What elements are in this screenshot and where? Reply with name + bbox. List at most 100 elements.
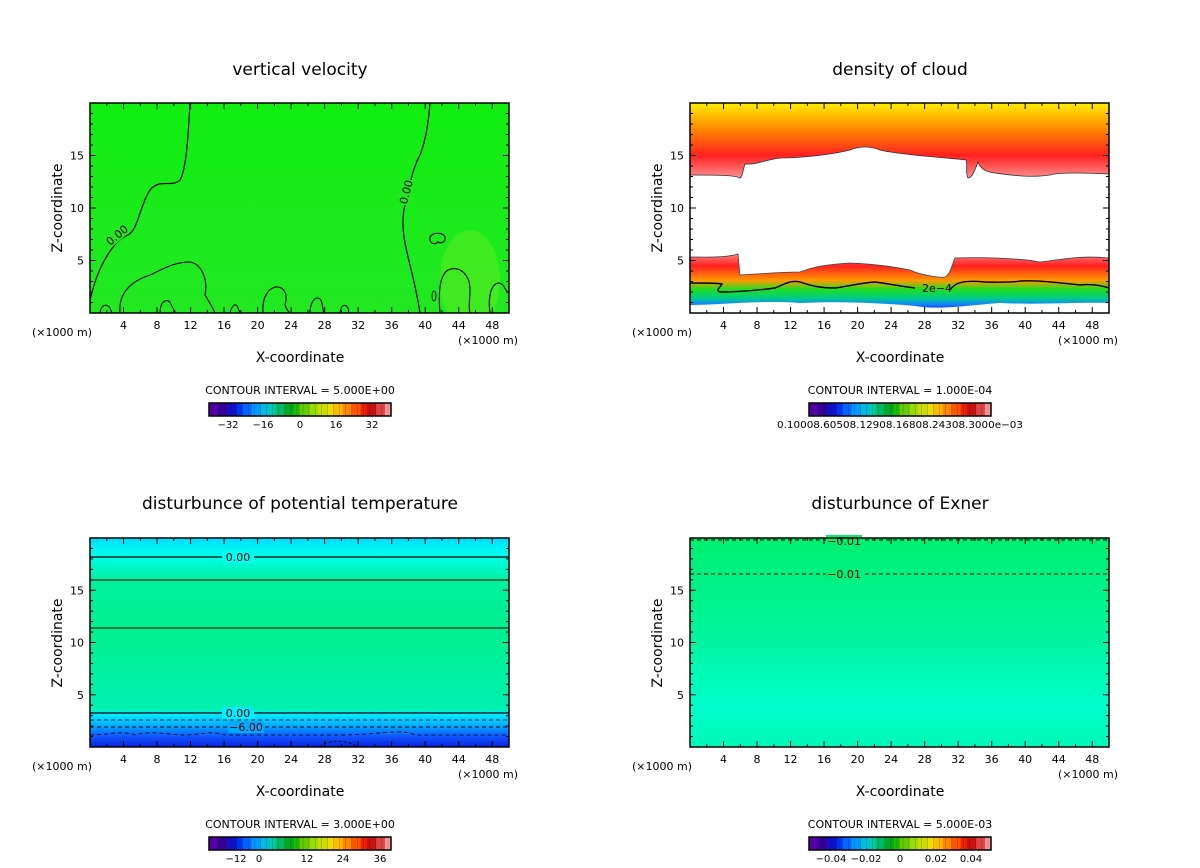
- contour-label-bg: [396, 177, 416, 207]
- x-tick-label: 40: [418, 319, 432, 332]
- x-tick-label: 4: [720, 319, 727, 332]
- colorbar-band: [824, 403, 828, 416]
- colorbar-band: [936, 837, 940, 850]
- colorbar-label: 24: [337, 854, 350, 865]
- x-tick-label: 44: [452, 319, 466, 332]
- y-tick-label: 15: [70, 584, 84, 597]
- colorbar-label: 16: [330, 420, 343, 431]
- panel-vertical-velocity: vertical velocity 0.00 0.00 4 8 12 16 20 24 28…: [32, 60, 518, 431]
- x-tick-label: 24: [884, 319, 898, 332]
- contour-line: [429, 232, 446, 245]
- colorbar-band: [912, 403, 916, 416]
- colorbar-band: [824, 837, 828, 850]
- colorbar-band: [842, 403, 846, 416]
- colorbar-band: [972, 837, 977, 850]
- colorbar-band: [857, 403, 861, 416]
- colorbar-label: 0: [256, 854, 262, 865]
- colorbar-band: [839, 837, 843, 850]
- chart-title: disturbunce of potential temperature: [142, 494, 458, 514]
- x-tick-label: 8: [754, 319, 761, 332]
- chart-title: density of cloud: [832, 60, 968, 80]
- contour-label: 2e−4: [922, 282, 952, 295]
- x-tick-label: 40: [1018, 753, 1032, 766]
- colorbar-label: −16: [252, 420, 273, 431]
- colorbar-label: 36: [374, 854, 387, 865]
- colorbar-band: [336, 403, 340, 416]
- colorbar-band: [863, 403, 867, 416]
- colorbar-band: [954, 837, 958, 850]
- colorbar-band: [842, 837, 846, 850]
- field-anomaly: [440, 230, 500, 313]
- chart-title: vertical velocity: [232, 60, 367, 80]
- colorbar-band: [948, 837, 952, 850]
- colorbar-band: [981, 837, 986, 850]
- colorbar-band: [918, 403, 922, 416]
- colorbar-band: [372, 403, 377, 416]
- colorbar-band: [924, 403, 928, 416]
- cloud-layer-upper: [690, 103, 1109, 178]
- colorbar: [808, 402, 992, 417]
- panel-exner: disturbunce of Exner −0.01 −0.01 4 8 12 16 2…: [632, 494, 1118, 865]
- colorbar-label: −0.04: [816, 854, 847, 865]
- cloud-layer-lower: [690, 254, 1109, 313]
- colorbar-band: [257, 403, 261, 416]
- colorbar-band: [324, 403, 328, 416]
- colorbar-band: [887, 403, 892, 416]
- colorbar-band: [351, 403, 355, 416]
- colorbar-band: [845, 403, 849, 416]
- colorbar-band: [987, 403, 992, 416]
- colorbar-band: [378, 403, 383, 416]
- colorbar-label: 12: [301, 854, 314, 865]
- contour-line-2e-4: [690, 280, 916, 293]
- colorbar-band: [360, 837, 364, 850]
- colorbar-band: [869, 403, 873, 416]
- colorbar-band: [218, 837, 222, 850]
- field-blank-bottom: [690, 302, 1109, 313]
- colorbar-band: [903, 837, 907, 850]
- colorbar-band: [927, 403, 931, 416]
- colorbar-band: [245, 837, 249, 850]
- colorbar-band: [906, 837, 910, 850]
- colorbar-band: [863, 837, 867, 850]
- colorbar-band: [860, 403, 864, 416]
- contour-line: [339, 304, 350, 313]
- colorbar-band: [893, 403, 898, 416]
- colorbar-band: [978, 837, 983, 850]
- colorbar-band: [821, 403, 825, 416]
- x-unit-left: (×1000 m): [32, 760, 92, 773]
- x-tick-label: 32: [351, 319, 365, 332]
- colorbar-band: [369, 837, 374, 850]
- colorbar-band: [818, 837, 822, 850]
- colorbar-band: [233, 403, 237, 416]
- colorbar-band: [306, 837, 310, 850]
- x-unit-right: (×1000 m): [1058, 334, 1118, 347]
- colorbar-band: [321, 837, 325, 850]
- contour-label: −6.00: [229, 721, 263, 734]
- x-tick-label: 24: [284, 319, 298, 332]
- contour-label-bg: [826, 535, 862, 546]
- colorbar-band: [984, 403, 989, 416]
- colorbar-band: [836, 837, 840, 850]
- colorbar-band: [966, 837, 971, 850]
- contour-line: [262, 286, 291, 313]
- colorbar-band: [318, 403, 322, 416]
- colorbar-band: [884, 837, 889, 850]
- contour-label-bg: [228, 721, 264, 733]
- colorbar-band: [869, 837, 873, 850]
- contour-line-dashed: [90, 731, 509, 736]
- colorbar-band: [942, 837, 946, 850]
- y-axis-label: Z-coordinate: [650, 163, 666, 252]
- x-axis-label: X-coordinate: [856, 350, 945, 366]
- colorbar-band: [339, 403, 343, 416]
- field-fill: [90, 103, 509, 313]
- colorbar-band: [327, 403, 331, 416]
- colorbar-band: [833, 837, 837, 850]
- colorbar-band: [281, 403, 286, 416]
- colorbar-band: [360, 403, 364, 416]
- colorbar-band: [339, 837, 343, 850]
- colorbar-band: [248, 403, 252, 416]
- colorbar-band: [257, 837, 261, 850]
- colorbar-band: [278, 403, 283, 416]
- colorbar-band: [324, 837, 328, 850]
